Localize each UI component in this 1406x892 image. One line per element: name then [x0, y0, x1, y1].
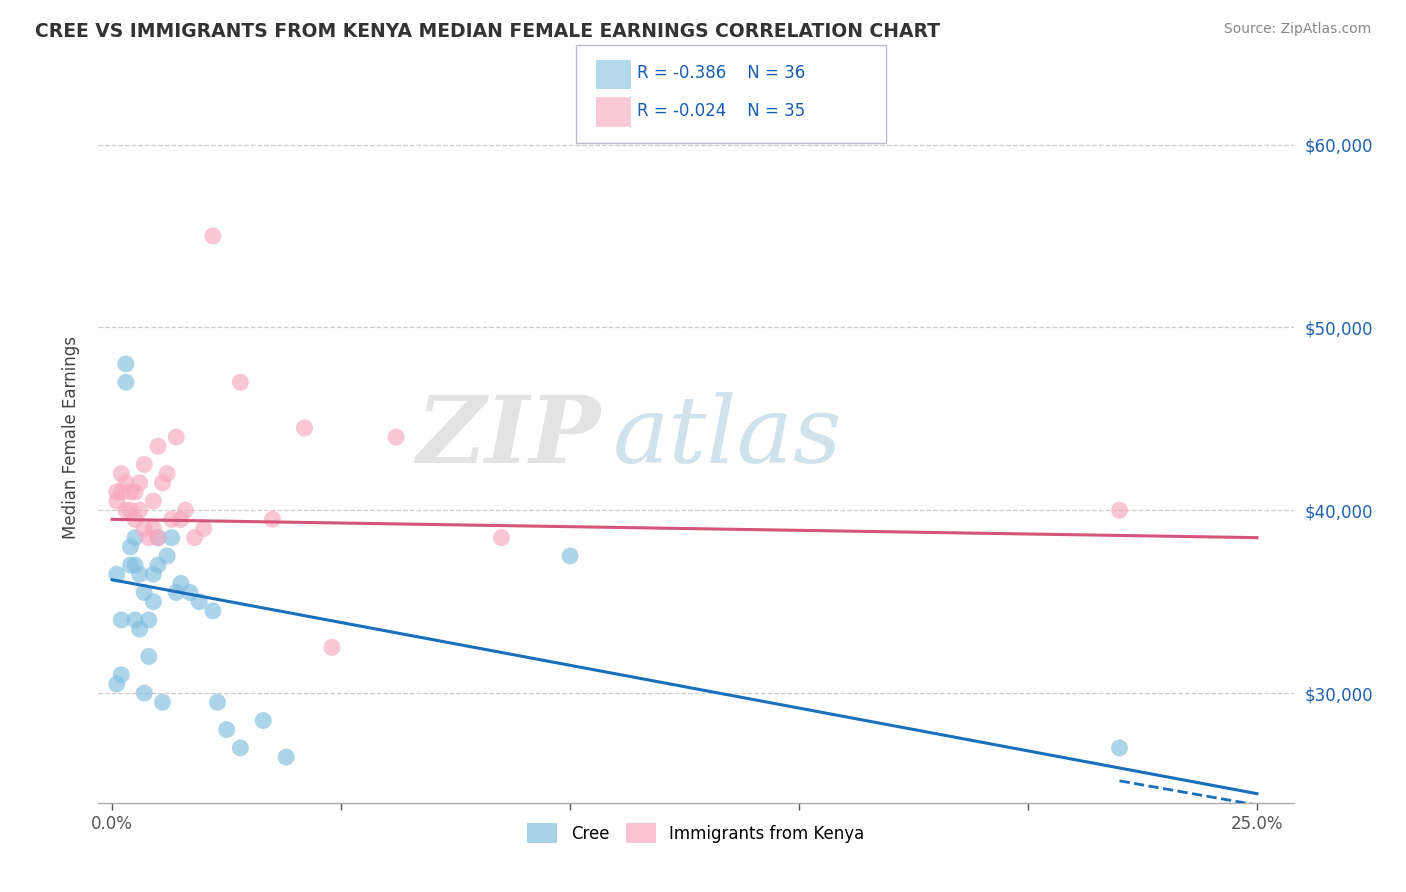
Point [110, 667, 132, 681]
Point [120, 558, 142, 573]
Point [262, 512, 284, 526]
Point [188, 594, 211, 608]
Point [276, 750, 298, 764]
Text: Source: ZipAtlas.com: Source: ZipAtlas.com [1223, 22, 1371, 37]
Point [146, 531, 169, 545]
Point [1108, 740, 1130, 755]
Text: CREE VS IMMIGRANTS FROM KENYA MEDIAN FEMALE EARNINGS CORRELATION CHART: CREE VS IMMIGRANTS FROM KENYA MEDIAN FEM… [35, 22, 941, 41]
Point [294, 421, 316, 435]
Point [183, 531, 205, 545]
Point [165, 585, 187, 599]
Point [120, 503, 142, 517]
Point [134, 686, 156, 700]
Point [201, 604, 224, 618]
Point [105, 677, 128, 691]
Point [201, 228, 224, 243]
Point [179, 585, 201, 599]
Point [105, 494, 128, 508]
Y-axis label: Median Female Earnings: Median Female Earnings [62, 335, 80, 539]
Point [105, 484, 128, 499]
Point [128, 622, 150, 636]
Point [229, 375, 252, 389]
Point [165, 430, 187, 444]
Point [138, 649, 160, 664]
Point [1108, 503, 1130, 517]
Point [146, 439, 169, 453]
Text: R = -0.386    N = 36: R = -0.386 N = 36 [637, 64, 806, 82]
Point [170, 576, 193, 591]
Point [134, 521, 156, 535]
Point [120, 540, 142, 554]
Point [142, 567, 165, 582]
Point [134, 458, 156, 472]
Point [110, 484, 132, 499]
Point [138, 613, 160, 627]
Point [215, 723, 238, 737]
Point [170, 512, 193, 526]
Point [156, 549, 179, 563]
Text: R = -0.024    N = 35: R = -0.024 N = 35 [637, 103, 806, 120]
Point [152, 475, 174, 490]
Point [134, 585, 156, 599]
Point [124, 558, 146, 573]
Text: atlas: atlas [613, 392, 842, 482]
Point [115, 475, 138, 490]
Point [128, 567, 150, 582]
Point [193, 521, 215, 535]
Point [120, 484, 142, 499]
Point [252, 714, 274, 728]
Point [142, 594, 165, 608]
Point [115, 375, 138, 389]
Point [128, 475, 150, 490]
Point [146, 531, 169, 545]
Point [229, 740, 252, 755]
Point [115, 357, 138, 371]
Point [207, 695, 229, 709]
Point [558, 549, 581, 563]
Point [128, 503, 150, 517]
Point [110, 467, 132, 481]
Point [115, 503, 138, 517]
Point [491, 531, 513, 545]
Point [138, 531, 160, 545]
Point [385, 430, 408, 444]
Point [124, 512, 146, 526]
Point [142, 494, 165, 508]
Point [110, 613, 132, 627]
Point [160, 512, 183, 526]
Point [152, 695, 174, 709]
Point [321, 640, 343, 655]
Point [124, 484, 146, 499]
Point [124, 613, 146, 627]
Text: ZIP: ZIP [416, 392, 600, 482]
Point [105, 567, 128, 582]
Point [156, 467, 179, 481]
Point [124, 531, 146, 545]
Legend: Cree, Immigrants from Kenya: Cree, Immigrants from Kenya [520, 817, 872, 849]
Point [160, 531, 183, 545]
Point [142, 521, 165, 535]
Point [174, 503, 197, 517]
Point [146, 558, 169, 573]
